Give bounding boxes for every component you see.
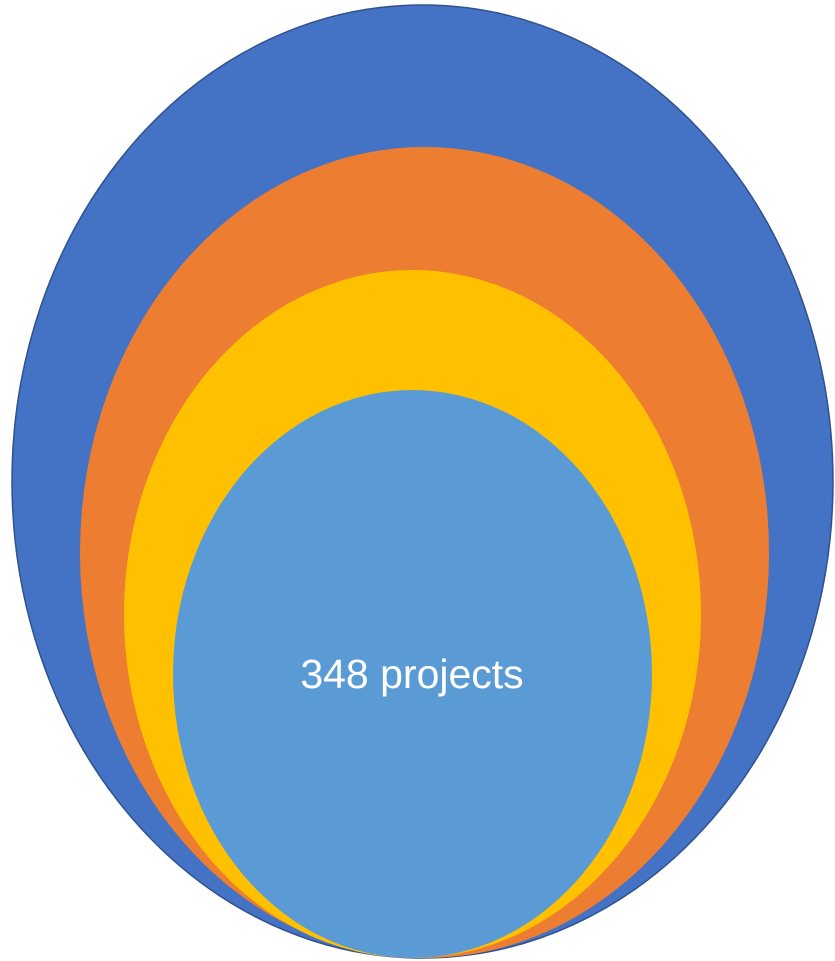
inner-ellipse [173, 390, 652, 958]
inner-label: 348 projects [300, 651, 523, 697]
